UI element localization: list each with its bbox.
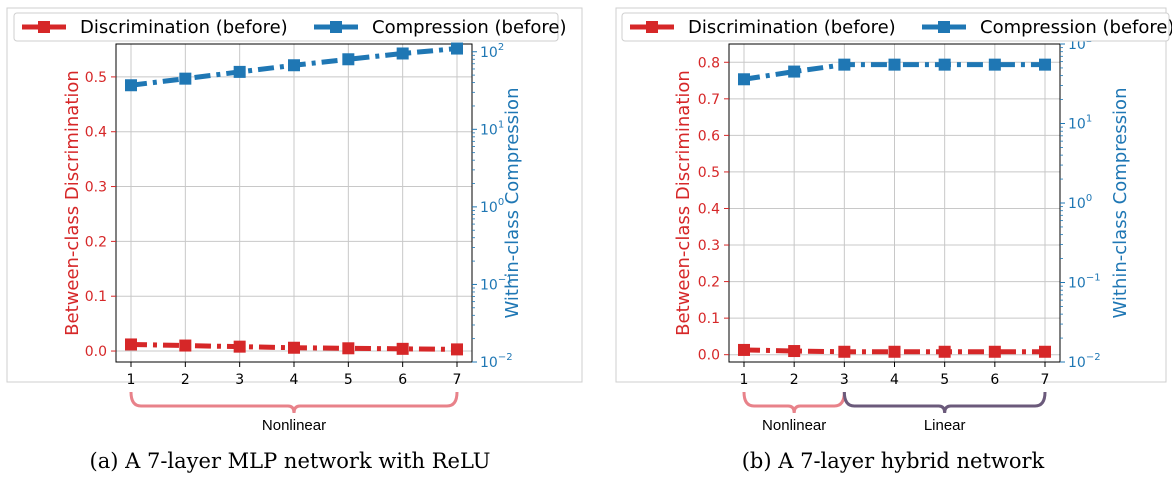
left-y-tick-label: 0.1 (85, 289, 107, 305)
series-point-2 (938, 58, 951, 71)
figure-frame (615, 7, 1167, 383)
left-y-tick-label: 0.3 (698, 238, 720, 254)
figure-caption: (a) A 7-layer MLP network with ReLU (90, 449, 491, 473)
series-point-2 (179, 72, 192, 85)
right-y-tick-label: 101 (480, 119, 504, 138)
left-y-tick-label: 0.8 (698, 55, 720, 71)
series-point-2 (288, 59, 300, 72)
chart-panel-1: 1 2 3 4 5 6 7 0.0 0.1 0.2 0.3 0.4 0.5 10−2 10−1 100 101 1… (6, 7, 583, 473)
series-point-1 (288, 341, 300, 354)
left-y-tick-label: 0.3 (85, 180, 107, 196)
left-y-tick-label: 0.5 (85, 70, 107, 86)
right-y-tick-label: 102 (480, 42, 504, 61)
right-y-axis-title: Within-class Compression (502, 88, 523, 319)
x-tick-label: 4 (290, 372, 299, 388)
series-point-1 (1039, 345, 1051, 358)
series-point-1 (342, 342, 355, 355)
series-point-1 (125, 338, 137, 351)
series-point-2 (1039, 58, 1051, 71)
series-point-2 (838, 58, 851, 71)
legend-box (13, 12, 559, 42)
series-point-2 (451, 42, 463, 55)
bracket-label: Nonlinear (262, 417, 326, 434)
left-y-tick-label: 0.6 (698, 128, 720, 144)
left-y-tick-label: 0.7 (698, 92, 720, 108)
x-tick-label: 5 (344, 372, 353, 388)
x-tick-label: 4 (890, 372, 899, 388)
legend-entry-label: Discrimination (before) (688, 17, 896, 38)
series-point-2 (988, 58, 1001, 71)
x-tick-label: 6 (990, 372, 999, 388)
left-y-tick-label: 0.0 (698, 348, 720, 364)
left-y-tick-label: 0.2 (698, 275, 720, 291)
figure-frame (6, 7, 583, 383)
bracket-label: Nonlinear (762, 417, 826, 434)
x-tick-label: 7 (1041, 372, 1050, 388)
left-y-tick-label: 0.0 (85, 344, 107, 360)
left-y-tick-label: 0.5 (698, 165, 720, 181)
series-point-1 (179, 339, 192, 352)
legend-entry-label: Discrimination (before) (80, 17, 288, 38)
right-y-tick-label: 10−2 (480, 352, 513, 371)
series-point-2 (125, 79, 137, 92)
legend-swatch-marker (330, 21, 342, 33)
bracket-label: Linear (924, 417, 966, 434)
series-point-1 (988, 345, 1001, 358)
legend-swatch-marker (38, 21, 50, 33)
series-point-2 (738, 73, 750, 86)
right-y-axis-title: Within-class Compression (1110, 88, 1131, 319)
x-tick-label: 2 (181, 372, 190, 388)
right-y-tick-label: 10−2 (1068, 352, 1101, 371)
x-tick-label: 2 (790, 372, 799, 388)
right-y-tick-label: 100 (480, 197, 504, 216)
legend-entry-label: Compression (before) (980, 17, 1172, 38)
x-tick-label: 3 (840, 372, 849, 388)
series-point-1 (838, 345, 851, 358)
series-point-2 (233, 65, 246, 78)
left-y-axis-title: Between-class Discrimination (62, 70, 83, 336)
left-y-axis-title: Between-class Discrimination (673, 70, 694, 336)
left-y-tick-label: 0.4 (85, 125, 107, 141)
series-point-1 (233, 340, 246, 353)
right-y-tick-label: 10−1 (480, 274, 513, 293)
right-y-tick-label: 10−1 (1068, 273, 1101, 292)
series-point-2 (788, 65, 801, 78)
figure-caption: (b) A 7-layer hybrid network (742, 449, 1045, 473)
series-point-2 (396, 47, 409, 60)
left-y-tick-label: 0.2 (85, 234, 107, 250)
legend-swatch-marker (938, 21, 950, 33)
x-tick-label: 3 (235, 372, 244, 388)
legend-entry-label: Compression (before) (372, 17, 567, 38)
series-point-1 (938, 345, 951, 358)
series-point-1 (888, 345, 901, 358)
series-point-2 (888, 58, 901, 71)
series-point-1 (738, 343, 750, 356)
right-y-tick-label: 100 (1068, 193, 1092, 212)
chart-panel-2: 1 2 3 4 5 6 7 0.0 0.1 0.2 0.3 0.4 0.5 0.6 0.7 0.8 10−2 10… (615, 7, 1172, 473)
right-y-tick-label: 101 (1068, 114, 1092, 133)
x-tick-label: 1 (127, 372, 136, 388)
legend-box (621, 12, 1170, 42)
bracket-linear (842, 391, 1047, 414)
series-point-1 (396, 342, 409, 355)
left-y-tick-label: 0.1 (698, 311, 720, 327)
bracket-nonlinear (742, 391, 846, 414)
left-y-tick-label: 0.4 (698, 201, 720, 217)
series-point-2 (342, 53, 355, 66)
series-point-1 (788, 345, 801, 358)
bracket-nonlinear (129, 391, 459, 414)
series-point-1 (451, 343, 463, 356)
legend-swatch-marker (646, 21, 658, 33)
x-tick-label: 7 (453, 372, 462, 388)
x-tick-label: 6 (398, 372, 407, 388)
x-tick-label: 5 (940, 372, 949, 388)
x-tick-label: 1 (740, 372, 749, 388)
